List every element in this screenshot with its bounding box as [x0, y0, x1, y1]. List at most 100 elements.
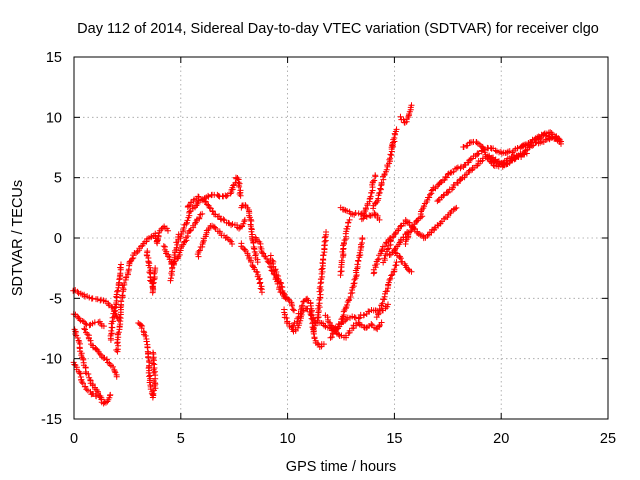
- data-point: [199, 210, 206, 217]
- data-point: [497, 148, 504, 155]
- data-point: [113, 373, 120, 380]
- data-point: [457, 165, 464, 172]
- data-point: [373, 314, 380, 321]
- data-point: [390, 268, 397, 275]
- data-point: [229, 241, 236, 248]
- data-point: [120, 285, 127, 292]
- data-point: [408, 102, 415, 109]
- data-point: [440, 192, 447, 199]
- data-point: [173, 244, 180, 251]
- x-tick-label: 10: [280, 431, 296, 447]
- data-point: [111, 368, 118, 375]
- data-point: [321, 322, 328, 329]
- data-point: [278, 283, 285, 290]
- data-point: [258, 289, 265, 296]
- data-point: [274, 280, 281, 287]
- data-point: [475, 150, 482, 157]
- data-point: [356, 249, 363, 256]
- data-point: [338, 257, 345, 264]
- data-point: [339, 248, 346, 255]
- data-point: [240, 220, 247, 227]
- data-point: [86, 322, 93, 329]
- data-point: [340, 313, 347, 320]
- data-point: [220, 216, 227, 223]
- data-point: [299, 302, 306, 309]
- y-tick-label: 5: [54, 171, 62, 187]
- data-point: [396, 254, 403, 261]
- data-point: [340, 242, 347, 249]
- y-tick-label: 10: [46, 110, 62, 126]
- data-point: [320, 252, 327, 259]
- data-point: [119, 292, 126, 299]
- data-point: [160, 243, 167, 250]
- data-point: [195, 193, 202, 200]
- data-point: [519, 151, 526, 158]
- data-point: [450, 168, 457, 175]
- data-point: [227, 237, 234, 244]
- data-point: [202, 198, 209, 205]
- data-point: [249, 263, 256, 270]
- data-point: [372, 172, 379, 179]
- data-point: [186, 202, 193, 209]
- data-point: [209, 208, 216, 215]
- data-point: [356, 252, 363, 259]
- data-point: [138, 243, 145, 250]
- data-point: [527, 139, 534, 146]
- x-tick-label: 25: [600, 431, 616, 447]
- data-point: [86, 294, 93, 301]
- data-point: [388, 272, 395, 279]
- data-point: [314, 340, 321, 347]
- data-point: [114, 287, 121, 294]
- data-point: [151, 274, 158, 281]
- data-point: [492, 158, 499, 165]
- data-point: [327, 334, 334, 341]
- data-point: [192, 220, 199, 227]
- data-point: [361, 212, 368, 219]
- data-point: [321, 234, 328, 241]
- data-point: [400, 116, 407, 123]
- data-point: [311, 322, 318, 329]
- data-point: [387, 151, 394, 158]
- data-point: [247, 258, 254, 265]
- data-point: [371, 177, 378, 184]
- data-point: [81, 325, 88, 332]
- data-point: [304, 305, 311, 312]
- data-point: [379, 300, 386, 307]
- data-point: [289, 323, 296, 330]
- data-point: [204, 201, 211, 208]
- data-point: [82, 383, 89, 390]
- data-point: [355, 257, 362, 264]
- data-point: [283, 314, 290, 321]
- data-point: [408, 268, 415, 275]
- data-point: [96, 350, 103, 357]
- data-point: [297, 317, 304, 324]
- data-point: [82, 320, 89, 327]
- data-point: [381, 255, 388, 262]
- data-point: [444, 189, 451, 196]
- x-axis-label: GPS time / hours: [286, 459, 396, 475]
- data-point: [109, 363, 116, 370]
- data-point: [407, 228, 414, 235]
- data-point: [150, 390, 157, 397]
- data-point: [377, 185, 384, 192]
- data-point: [172, 254, 179, 261]
- data-point: [384, 301, 391, 308]
- y-tick-label: 15: [46, 50, 62, 66]
- x-tick-label: 15: [386, 431, 402, 447]
- data-point: [376, 189, 383, 196]
- axis-ticks: [73, 56, 609, 420]
- data-point: [393, 126, 400, 133]
- data-point: [74, 288, 81, 295]
- data-point: [307, 310, 314, 317]
- data-point: [82, 326, 89, 333]
- data-point: [107, 391, 114, 398]
- data-point: [443, 174, 450, 181]
- data-point: [387, 237, 394, 244]
- data-point: [196, 247, 203, 254]
- data-point: [79, 354, 86, 361]
- data-point: [555, 135, 562, 142]
- data-point: [83, 386, 90, 393]
- data-point: [150, 276, 157, 283]
- data-point: [453, 204, 460, 211]
- y-axis-label: SDTVAR / TECUs: [10, 180, 26, 296]
